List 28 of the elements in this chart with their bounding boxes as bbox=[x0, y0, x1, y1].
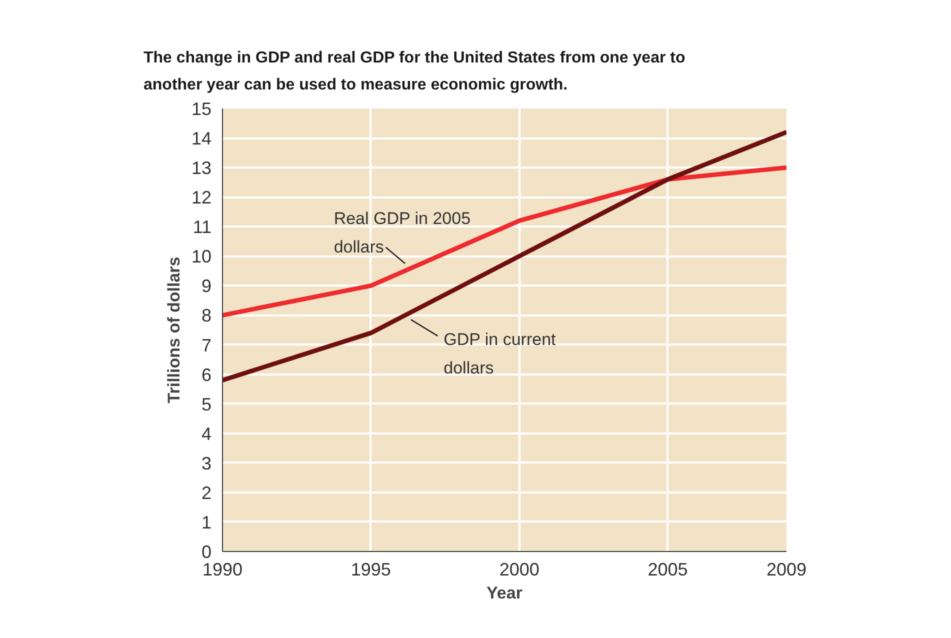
y-tick-label: 4 bbox=[201, 424, 212, 444]
x-axis-title: Year bbox=[486, 584, 523, 602]
x-tick-label: 1990 bbox=[202, 560, 243, 580]
y-tick-label: 1 bbox=[201, 512, 212, 532]
y-tick-label: 15 bbox=[191, 99, 212, 119]
y-tick-label: 2 bbox=[201, 482, 212, 503]
x-tick-label: 2005 bbox=[648, 560, 688, 580]
y-tick-label: 13 bbox=[191, 158, 212, 178]
y-tick-label: 12 bbox=[191, 188, 212, 208]
y-tick-label: 9 bbox=[201, 276, 212, 296]
y-tick-label: 14 bbox=[191, 128, 212, 149]
y-tick-label: 5 bbox=[201, 394, 212, 414]
y-tick-label: 10 bbox=[191, 246, 212, 267]
line-series bbox=[222, 130, 786, 382]
y-tick-label: 7 bbox=[201, 335, 212, 356]
y-tick-label: 3 bbox=[201, 453, 212, 474]
series-label: Real GDP in 2005 dollars bbox=[334, 208, 471, 256]
x-tick-label: 2000 bbox=[499, 560, 540, 580]
x-tick-label: 1995 bbox=[350, 560, 391, 580]
line-series bbox=[222, 165, 786, 318]
y-tick-label: 0 bbox=[201, 542, 212, 562]
chart-title: The change in GDP and real GDP for the United States from one year to another year can be used to measure economic growth. bbox=[144, 49, 686, 94]
series-label: GDP in current dollars bbox=[444, 330, 556, 378]
y-tick-label: 6 bbox=[201, 364, 212, 385]
y-tick-label: 8 bbox=[201, 306, 212, 326]
y-axis-title: Trillions of dollars bbox=[164, 256, 184, 404]
x-tick-label: 2009 bbox=[766, 560, 807, 580]
y-tick-label: 11 bbox=[192, 217, 212, 238]
